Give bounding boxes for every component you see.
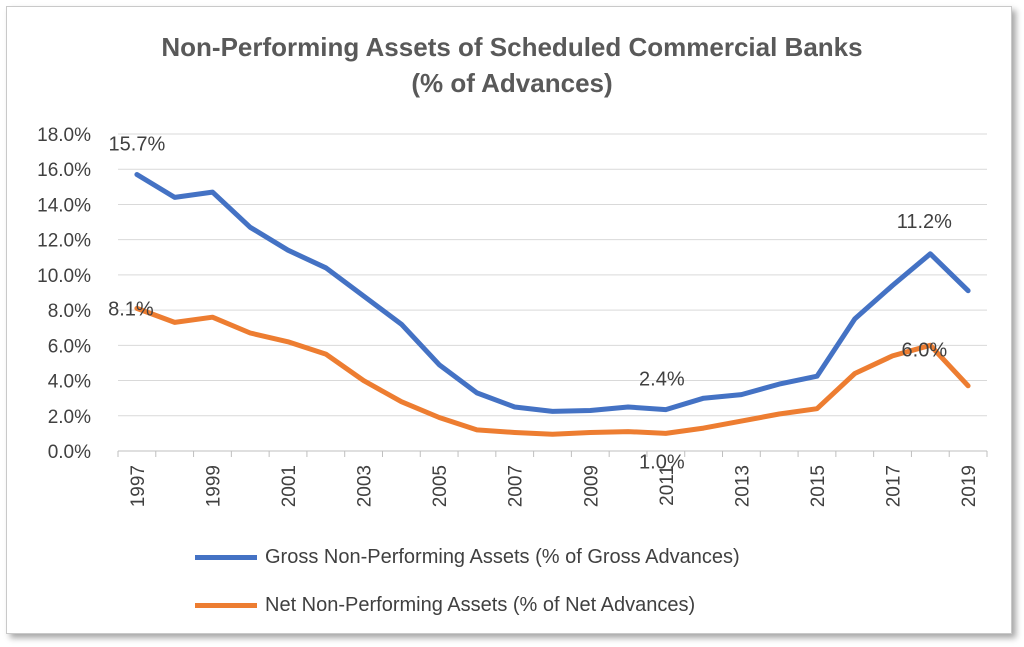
legend-swatch-net [195, 603, 257, 608]
y-tick-label: 14.0% [37, 195, 91, 216]
x-tick-label: 2009 [581, 465, 602, 507]
y-tick-label: 10.0% [37, 266, 91, 287]
data-label: 11.2% [897, 211, 952, 233]
y-tick-label: 0.0% [48, 442, 91, 463]
legend-swatch-gross [195, 555, 257, 560]
x-tick-label: 2017 [884, 465, 905, 507]
series-line-net-npa [134, 305, 971, 437]
x-tick-label: 2019 [959, 465, 980, 507]
y-tick-label: 4.0% [48, 372, 91, 393]
chart-subtitle: (% of Advances) [411, 68, 613, 98]
x-tick-label: 1999 [203, 465, 224, 507]
data-label: 1.0% [639, 451, 685, 473]
legend-label-gross: Gross Non-Performing Assets (% of Gross … [265, 546, 740, 568]
x-tick-label: 2013 [732, 465, 753, 507]
y-tick-label: 18.0% [37, 125, 91, 146]
data-label: 2.4% [639, 369, 685, 391]
x-tick-label: 2015 [808, 465, 829, 507]
data-label: 8.1% [108, 298, 154, 320]
x-tick-label: 1997 [128, 465, 149, 507]
x-tick-label: 2003 [355, 465, 376, 507]
x-tick-label: 2005 [430, 465, 451, 507]
chart-title: Non-Performing Assets of Scheduled Comme… [161, 32, 863, 62]
x-tick-label: 2011 [657, 465, 678, 506]
x-tick-label: 2007 [506, 465, 527, 507]
y-tick-label: 2.0% [48, 407, 91, 428]
data-label: 15.7% [109, 134, 166, 156]
y-tick-label: 6.0% [48, 336, 91, 357]
legend-item-net-npa: Net Non-Performing Assets (% of Net Adva… [195, 594, 695, 617]
legend-label-net: Net Non-Performing Assets (% of Net Adva… [265, 594, 696, 616]
legend-item-gross-npa: Gross Non-Performing Assets (% of Gross … [195, 546, 740, 569]
y-tick-label: 12.0% [37, 231, 91, 252]
y-tick-label: 8.0% [48, 301, 91, 322]
y-tick-label: 16.0% [37, 160, 91, 181]
x-tick-label: 2001 [279, 465, 300, 507]
data-label: 6.0% [902, 339, 948, 361]
series-line-gross-npa [134, 172, 971, 414]
